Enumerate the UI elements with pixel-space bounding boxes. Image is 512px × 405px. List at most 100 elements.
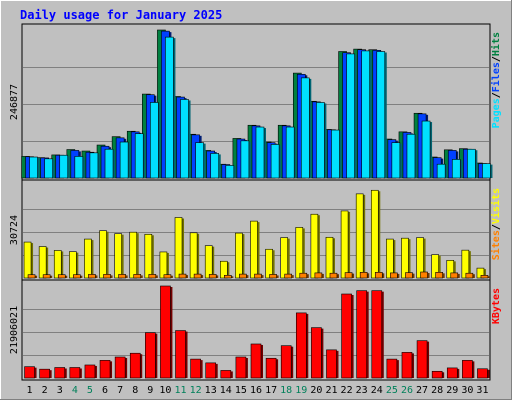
bar-pages-day-29 xyxy=(451,159,461,179)
day-label-30: 30 xyxy=(461,385,473,396)
bar-visits-day-16 xyxy=(250,220,258,279)
bar-kbytes-day-6 xyxy=(99,360,111,379)
day-label-5: 5 xyxy=(87,385,93,396)
bar-sites-day-29 xyxy=(450,272,459,279)
bar-sites-day-14 xyxy=(224,275,232,279)
bar-kbytes-day-25 xyxy=(386,358,398,379)
bar-pages-day-21 xyxy=(331,129,340,179)
day-label-9: 9 xyxy=(147,385,153,396)
bar-visits-day-22 xyxy=(340,210,349,279)
bar-sites-day-1 xyxy=(27,274,36,279)
bar-visits-day-11 xyxy=(174,217,183,279)
day-label-10: 10 xyxy=(159,385,171,396)
bar-kbytes-day-8 xyxy=(129,352,141,379)
panel-legend: KBytes xyxy=(491,288,502,324)
day-label-17: 17 xyxy=(265,385,277,396)
bar-sites-day-18 xyxy=(284,273,292,279)
bar-kbytes-day-21 xyxy=(326,349,337,379)
bar-visits-day-26 xyxy=(401,237,409,279)
day-label-23: 23 xyxy=(356,385,368,396)
legend-separator: / xyxy=(491,224,502,230)
bar-visits-day-12 xyxy=(189,232,198,279)
bar-sites-day-6 xyxy=(103,274,111,279)
bar-sites-day-13 xyxy=(208,274,217,279)
bar-sites-day-11 xyxy=(178,273,187,279)
legend-sites: Sites xyxy=(490,230,502,260)
bar-pages-day-6 xyxy=(104,148,114,179)
bar-visits-day-31 xyxy=(476,267,485,279)
legend-files: Files xyxy=(490,62,502,92)
day-label-29: 29 xyxy=(446,385,458,396)
bar-visits-day-4 xyxy=(69,251,77,279)
day-label-6: 6 xyxy=(102,385,108,396)
bar-pages-day-25 xyxy=(391,142,401,179)
day-label-16: 16 xyxy=(250,385,262,396)
bar-pages-day-31 xyxy=(482,163,491,179)
bar-sites-day-16 xyxy=(254,273,262,279)
bar-pages-day-22 xyxy=(346,53,355,179)
bar-kbytes-day-9 xyxy=(145,332,156,379)
bar-visits-day-15 xyxy=(235,232,243,279)
day-label-7: 7 xyxy=(117,385,123,396)
bar-pages-day-4 xyxy=(74,156,84,179)
bar-pages-day-1 xyxy=(29,156,38,179)
bar-pages-day-12 xyxy=(195,142,204,179)
bar-visits-day-1 xyxy=(23,241,32,279)
bar-pages-day-13 xyxy=(210,153,220,179)
day-label-22: 22 xyxy=(341,385,353,396)
legend-kbytes: KBytes xyxy=(491,288,502,324)
panel-max-label: 21906021 xyxy=(9,306,20,354)
bar-sites-day-8 xyxy=(133,274,142,279)
bar-visits-day-9 xyxy=(144,233,153,279)
bar-kbytes-day-19 xyxy=(295,312,307,379)
bar-kbytes-day-14 xyxy=(220,370,232,379)
day-label-27: 27 xyxy=(416,385,428,396)
bar-visits-day-8 xyxy=(129,231,138,279)
bar-kbytes-day-26 xyxy=(401,352,413,379)
day-label-3: 3 xyxy=(57,385,63,396)
bar-sites-day-24 xyxy=(374,272,383,279)
bar-visits-day-20 xyxy=(310,213,319,279)
bar-kbytes-day-12 xyxy=(190,358,201,379)
bar-visits-day-25 xyxy=(386,238,394,279)
bar-sites-day-25 xyxy=(390,272,398,279)
bar-pages-day-11 xyxy=(180,99,189,179)
bar-kbytes-day-30 xyxy=(462,360,473,379)
bar-sites-day-28 xyxy=(435,272,443,279)
bar-kbytes-day-7 xyxy=(114,356,126,379)
panel-3: 21906021 KBytes xyxy=(9,279,502,381)
bar-visits-day-21 xyxy=(325,236,334,279)
bar-pages-day-26 xyxy=(406,133,416,179)
bar-sites-day-5 xyxy=(88,274,96,279)
bar-pages-day-14 xyxy=(225,165,235,179)
bar-pages-day-15 xyxy=(240,140,250,179)
panel-1: 246877 Pages/Files/Hits xyxy=(9,23,502,181)
bar-visits-day-2 xyxy=(38,246,47,279)
bar-kbytes-day-17 xyxy=(265,357,277,379)
bar-kbytes-day-28 xyxy=(431,370,443,379)
bar-pages-day-30 xyxy=(467,148,476,179)
bar-visits-day-30 xyxy=(461,249,470,279)
bar-visits-day-19 xyxy=(295,227,304,279)
day-label-13: 13 xyxy=(205,385,217,396)
bar-sites-day-4 xyxy=(73,274,81,279)
bar-visits-day-7 xyxy=(114,233,122,279)
bar-visits-day-27 xyxy=(416,237,424,279)
legend-hits: Hits xyxy=(490,32,502,56)
legend-separator: / xyxy=(491,92,502,98)
bar-kbytes-day-23 xyxy=(356,290,367,379)
bar-visits-day-29 xyxy=(446,260,455,279)
bar-pages-day-9 xyxy=(150,102,159,179)
bar-pages-day-8 xyxy=(134,133,144,179)
bar-visits-day-3 xyxy=(53,250,62,279)
legend-separator: / xyxy=(491,56,502,62)
bar-pages-day-23 xyxy=(361,50,370,179)
panel-max-label: 246877 xyxy=(9,84,20,120)
bar-sites-day-15 xyxy=(239,273,247,279)
panel-legend: Pages/Files/Hits xyxy=(490,32,502,128)
bar-pages-day-19 xyxy=(300,77,310,179)
bar-kbytes-day-18 xyxy=(280,345,292,379)
bar-kbytes-day-4 xyxy=(69,367,81,379)
